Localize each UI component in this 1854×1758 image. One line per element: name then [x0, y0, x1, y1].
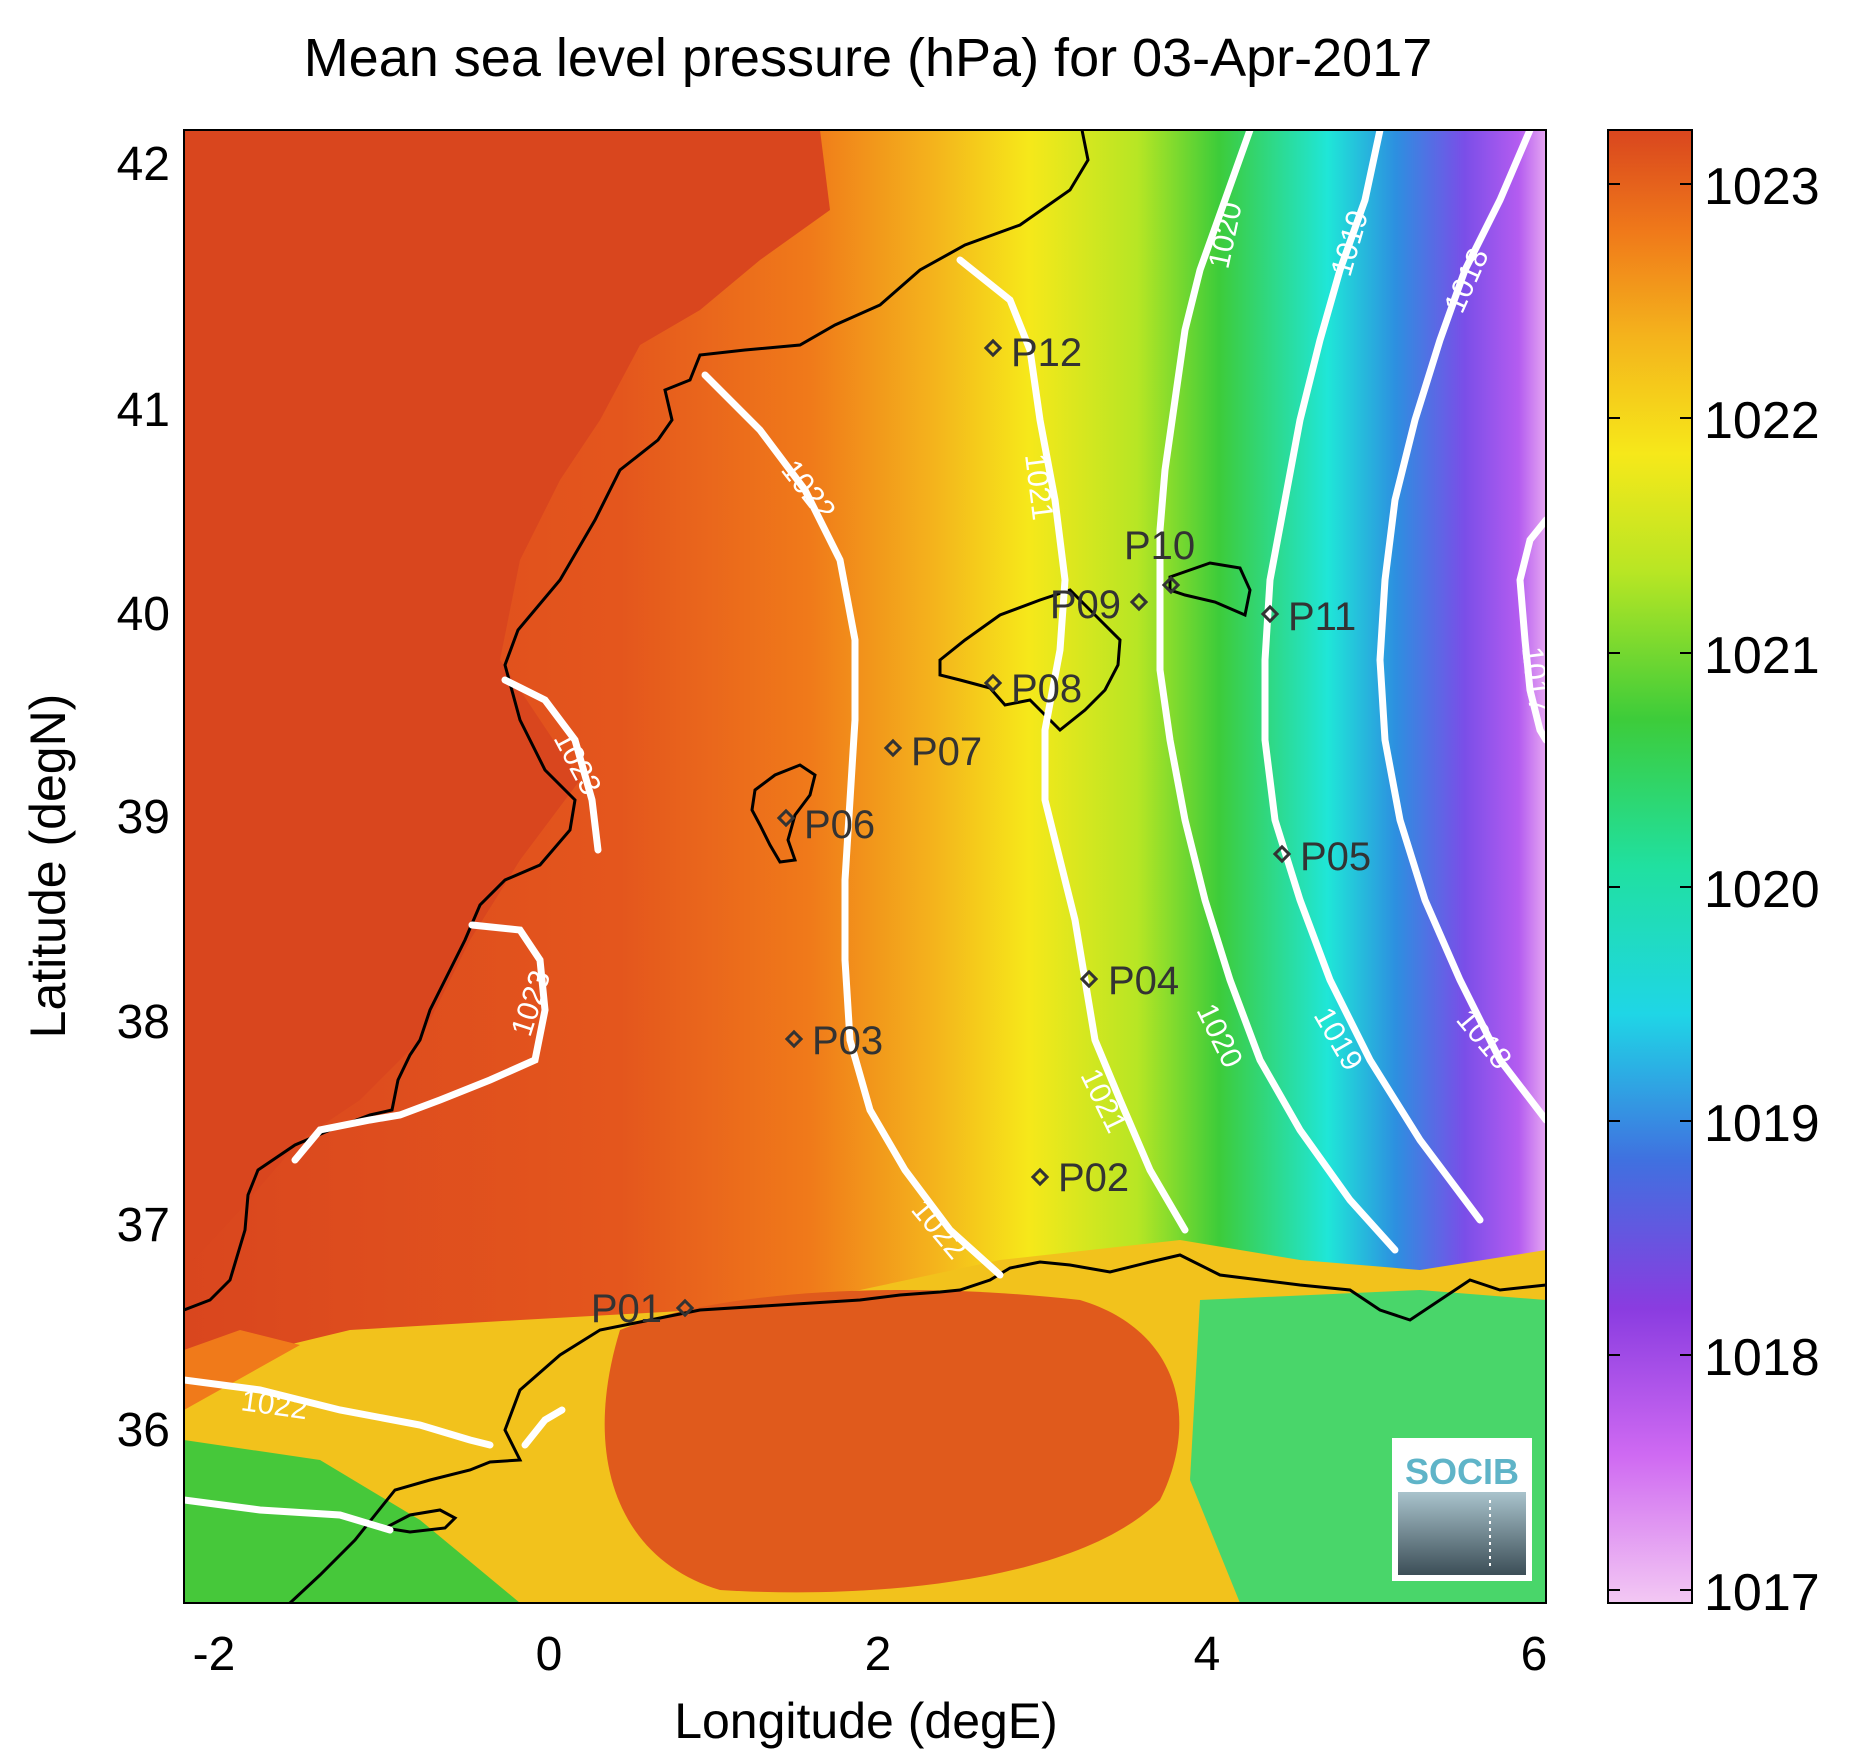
y-tick-label: 41 [117, 384, 170, 437]
station-label: P09 [1050, 583, 1121, 627]
station-label: P02 [1058, 1156, 1129, 1200]
contour-1021-main [956, 256, 1189, 1234]
y-tick-label: 42 [117, 138, 170, 191]
station-P10: P10 [1124, 524, 1195, 595]
contour-1018-main [1376, 130, 1546, 1124]
station-marker [1129, 592, 1149, 612]
contour-1019-main [1261, 130, 1484, 1224]
contour-1020-main [1156, 130, 1399, 1254]
station-marker [983, 673, 1003, 693]
station-marker [1079, 969, 1099, 989]
plot-area: 1022 1021 1020 1019 1018 1023 1023 1021 … [184, 130, 1546, 1603]
x-tick-label: 0 [536, 1628, 563, 1681]
y-tick-label: 38 [117, 996, 170, 1049]
x-tick-label: 6 [1521, 1628, 1548, 1681]
station-P03: P03 [784, 1019, 883, 1063]
logo-text: SOCIB [1405, 1451, 1519, 1492]
station-marker [983, 338, 1003, 358]
station-marker [1260, 604, 1280, 624]
north-africa-coastline [288, 1253, 1546, 1603]
colorbar-tick-label: 1021 [1704, 627, 1820, 685]
station-marker [784, 1029, 804, 1049]
contour-1023-upper [501, 676, 602, 854]
colorbar-tick-label: 1018 [1704, 1329, 1820, 1387]
station-P12: P12 [983, 331, 1082, 375]
y-tick-label: 37 [117, 1199, 170, 1252]
y-tick-label: 39 [117, 791, 170, 844]
station-P07: P07 [883, 730, 982, 774]
chart-title: Mean sea level pressure (hPa) for 03-Apr… [304, 28, 1433, 88]
x-tick-label: -2 [193, 1628, 236, 1681]
station-label: P04 [1108, 959, 1179, 1003]
station-P01: P01 [591, 1287, 695, 1331]
x-axis: -2 0 2 4 6 [193, 1628, 1548, 1681]
socib-logo: SOCIB [1392, 1438, 1532, 1581]
station-P09: P09 [1050, 583, 1149, 627]
colorbar-scale [1607, 129, 1693, 1604]
pressure-contours [184, 130, 1546, 1534]
contour-label: 1021 [1018, 452, 1059, 522]
station-P11: P11 [1260, 595, 1356, 639]
station-marker [1272, 844, 1292, 864]
x-tick-label: 2 [865, 1628, 892, 1681]
y-tick-label: 36 [117, 1404, 170, 1457]
mallorca-coastline [938, 588, 1122, 733]
y-axis: 36 37 38 39 40 41 42 [117, 138, 170, 1457]
contour-1022-africa [184, 1496, 394, 1534]
station-label: P11 [1288, 595, 1356, 639]
logo-sea [1398, 1492, 1526, 1575]
x-axis-label: Longitude (degE) [674, 1693, 1058, 1749]
colorbar-ticks [1608, 183, 1692, 1591]
station-marker [1161, 575, 1181, 595]
station-label: P07 [911, 730, 982, 774]
contour-1017-main [1516, 516, 1546, 744]
station-marker [1030, 1167, 1050, 1187]
africa-high-patch [604, 1290, 1180, 1593]
colorbar: 1017 1018 1019 1020 1021 1022 1023 [1607, 129, 1820, 1622]
station-label: P03 [812, 1019, 883, 1063]
contour-1022-south [184, 1376, 494, 1449]
station-P05: P05 [1272, 835, 1371, 879]
stations: P01 P02 P03 P04 P05 P06 [591, 331, 1371, 1331]
y-axis-label: Latitude (degN) [20, 694, 76, 1039]
station-label: P10 [1124, 524, 1195, 568]
station-label: P05 [1300, 835, 1371, 879]
station-label: P01 [591, 1287, 662, 1331]
station-label: P08 [1011, 667, 1082, 711]
colorbar-tick-label: 1020 [1704, 861, 1820, 919]
station-marker [883, 738, 903, 758]
plot-frame [183, 129, 1547, 1604]
ibiza-coastline [750, 763, 817, 864]
contour-1022-main [701, 371, 1004, 1279]
y-tick-label: 40 [117, 588, 170, 641]
station-label: P12 [1011, 331, 1082, 375]
alboran-island-coastline [380, 1508, 458, 1534]
menorca-coastline [1168, 561, 1252, 618]
contour-1023-lower [291, 921, 549, 1164]
station-label: P06 [804, 803, 875, 847]
colorbar-tick-label: 1023 [1704, 158, 1820, 216]
station-marker [675, 1298, 695, 1318]
station-P04: P04 [1079, 959, 1179, 1003]
colorbar-tick-label: 1019 [1704, 1095, 1820, 1153]
station-P08: P08 [983, 667, 1082, 711]
inland-high-region [184, 130, 830, 1270]
colorbar-tick-label: 1017 [1704, 1564, 1820, 1622]
station-P02: P02 [1030, 1156, 1129, 1200]
contour-1022-south-east [521, 1406, 566, 1449]
x-tick-label: 4 [1194, 1628, 1221, 1681]
colorbar-tick-label: 1022 [1704, 392, 1820, 450]
africa-orange-edge [184, 1330, 300, 1410]
station-marker [776, 808, 796, 828]
station-P06: P06 [776, 803, 875, 847]
